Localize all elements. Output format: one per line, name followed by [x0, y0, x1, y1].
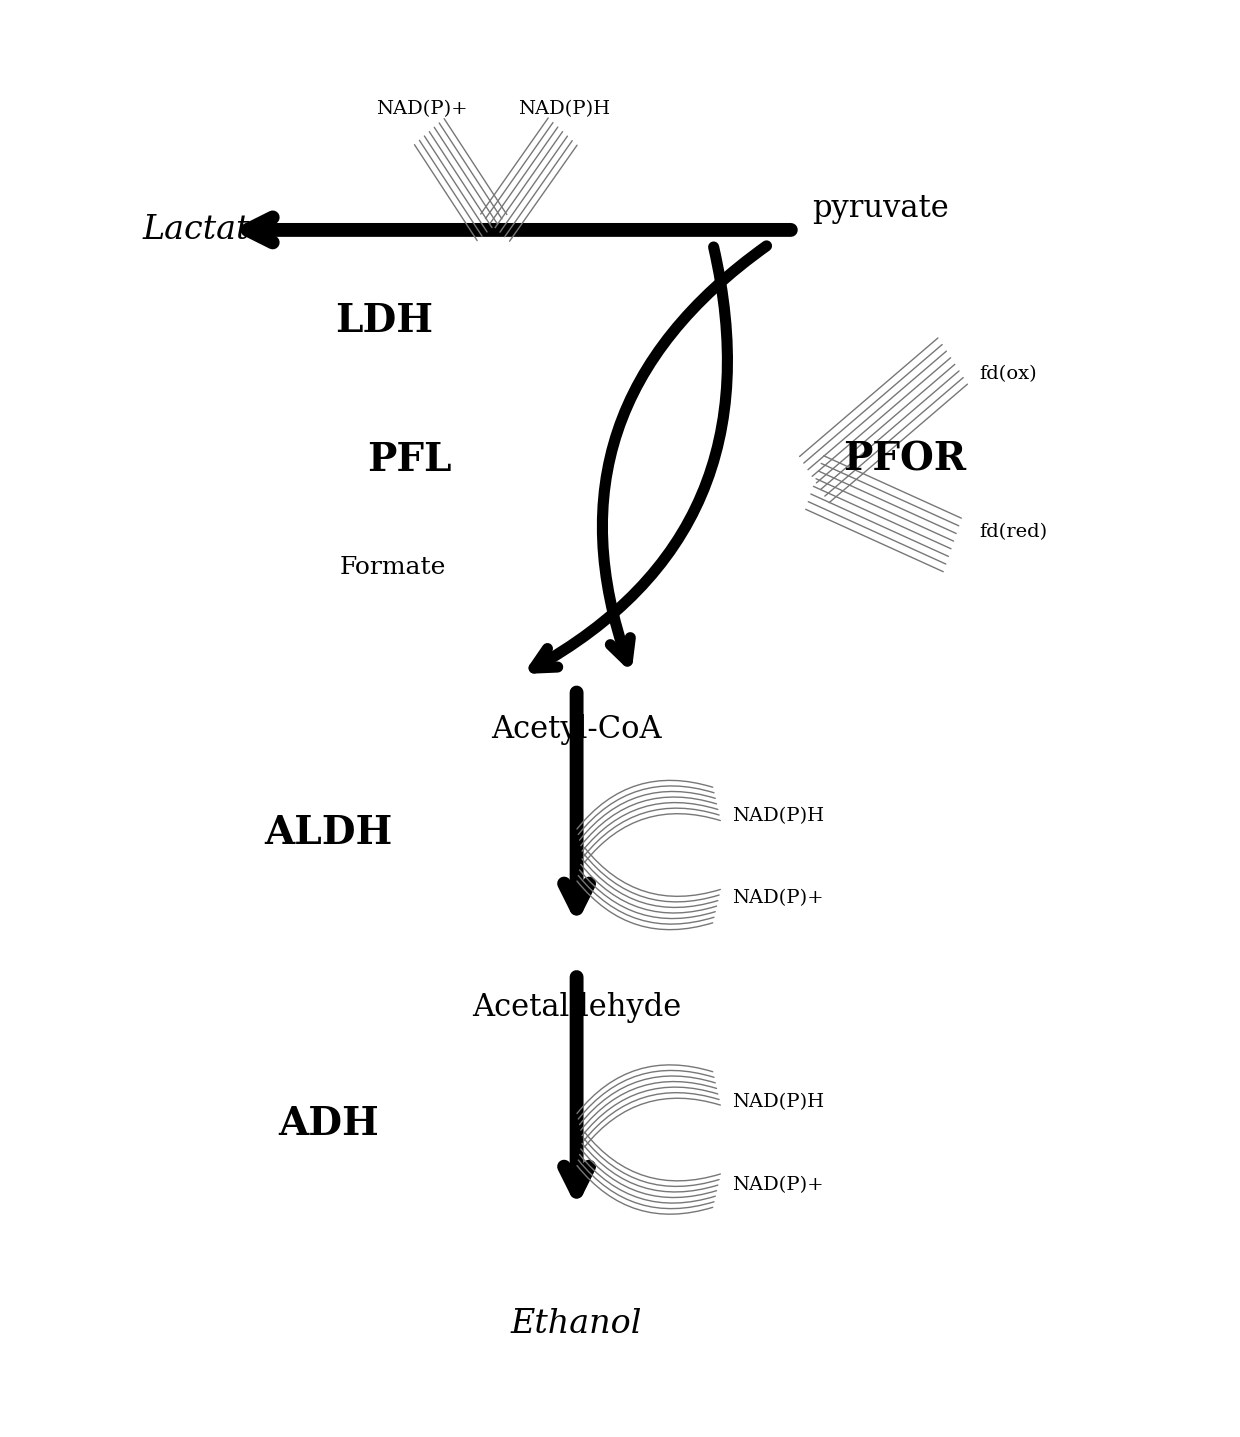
- Text: NAD(P)H: NAD(P)H: [732, 1094, 823, 1111]
- Text: NAD(P)+: NAD(P)+: [732, 890, 823, 907]
- Text: fd(red): fd(red): [980, 523, 1048, 540]
- Text: Lactate: Lactate: [143, 214, 270, 246]
- Text: LDH: LDH: [335, 302, 434, 339]
- Text: NAD(P)H: NAD(P)H: [732, 808, 823, 825]
- Text: ALDH: ALDH: [264, 815, 393, 852]
- Text: PFOR: PFOR: [843, 441, 966, 479]
- Text: Ethanol: Ethanol: [511, 1308, 642, 1339]
- Text: NAD(P)+: NAD(P)+: [732, 1177, 823, 1194]
- Text: ADH: ADH: [278, 1105, 379, 1142]
- Text: NAD(P)+: NAD(P)+: [376, 99, 467, 118]
- Text: fd(ox): fd(ox): [980, 365, 1037, 382]
- Text: Acetaldehyde: Acetaldehyde: [472, 992, 681, 1023]
- Text: NAD(P)H: NAD(P)H: [518, 99, 610, 118]
- Text: pyruvate: pyruvate: [812, 193, 949, 224]
- Text: PFL: PFL: [367, 441, 451, 479]
- Text: Acetyl-CoA: Acetyl-CoA: [491, 714, 662, 746]
- Text: Formate: Formate: [340, 556, 446, 579]
